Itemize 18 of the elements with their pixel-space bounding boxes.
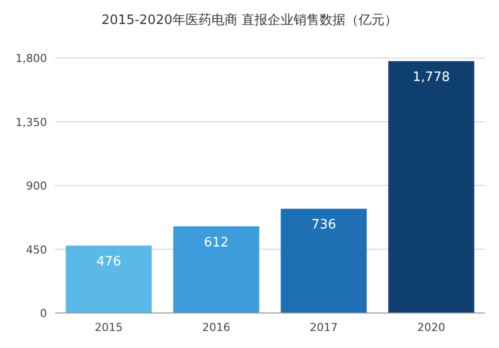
x-tick-label: 2016 bbox=[202, 321, 230, 334]
data-label: 1,778 bbox=[412, 70, 450, 86]
y-tick-label: 450 bbox=[26, 243, 47, 256]
bar bbox=[388, 61, 474, 313]
y-tick-label: 1,800 bbox=[16, 52, 47, 65]
bar bbox=[66, 246, 152, 313]
y-tick-label: 900 bbox=[26, 180, 47, 192]
bar bbox=[173, 226, 260, 313]
bar bbox=[280, 208, 367, 313]
x-tick-label: 2017 bbox=[310, 321, 338, 334]
x-tick-label: 2020 bbox=[417, 321, 446, 334]
data-label: 612 bbox=[204, 235, 229, 250]
data-label: 736 bbox=[311, 218, 336, 233]
y-tick-label: 0 bbox=[40, 307, 47, 320]
x-tick-label: 2015 bbox=[94, 321, 123, 334]
chart-title: 2015-2020年医药电商 直报企业销售数据（亿元） bbox=[102, 13, 398, 28]
data-label: 476 bbox=[96, 254, 122, 270]
y-tick-label: 1,350 bbox=[16, 116, 47, 129]
